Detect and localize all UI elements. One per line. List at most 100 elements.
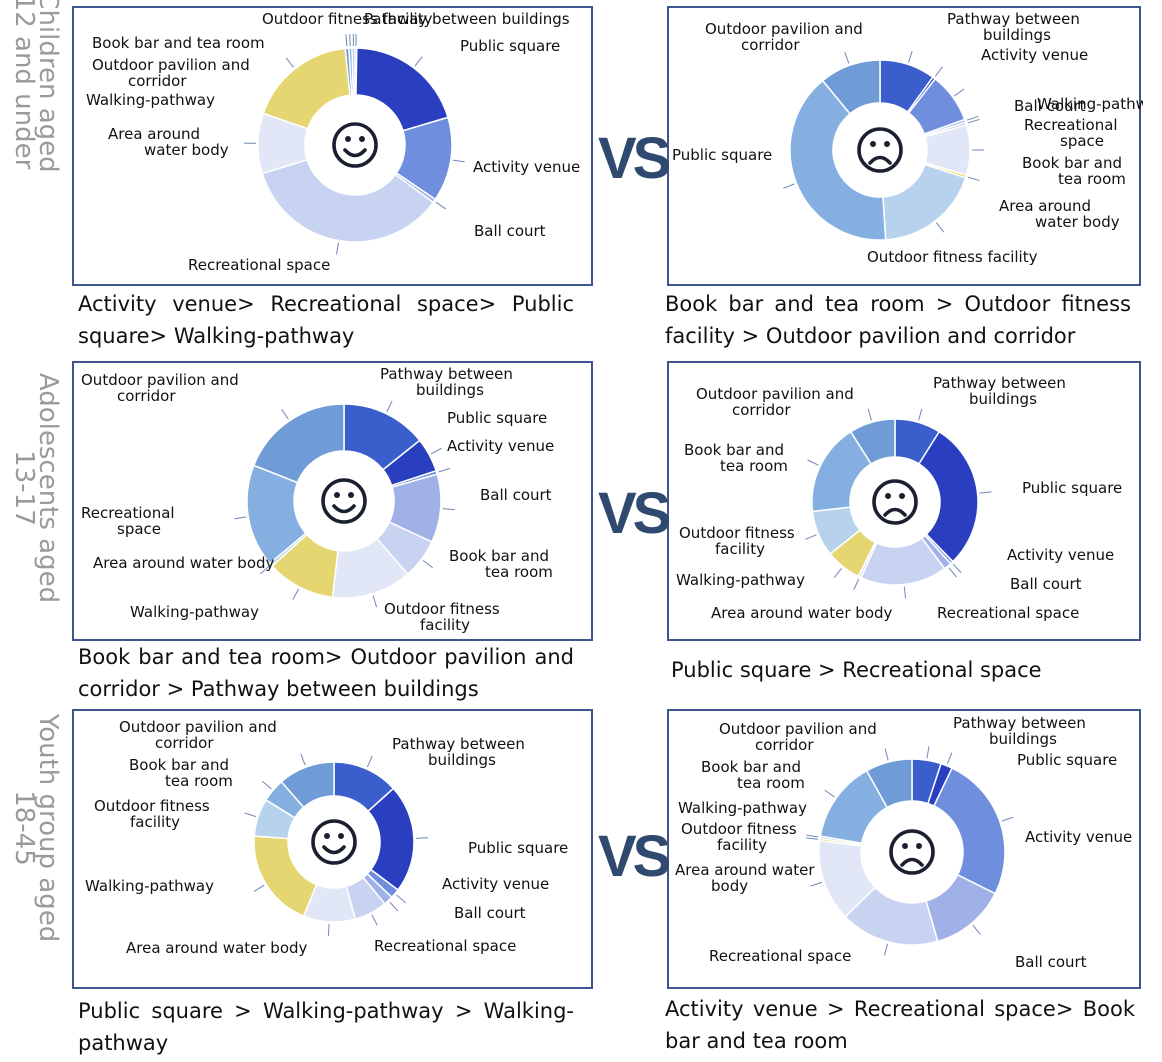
leader-line-area-around-water-body — [327, 923, 330, 936]
slice-label-ball-court: Ball court — [454, 904, 526, 922]
slice-label-outdoor-pavilion-and-corridor: Outdoor pavilion and corridor — [719, 720, 877, 754]
leader-line-walking-pathway — [285, 57, 294, 68]
leader-line-ball-court — [435, 201, 447, 210]
slice-label-walking-pathway: Walking-pathway — [85, 877, 214, 895]
leader-line-pathway-between-buildings — [926, 746, 930, 759]
leader-line-walking-pathway — [805, 837, 818, 840]
leader-line-public-square — [414, 56, 423, 67]
leader-line-book-bar-and-tea-room — [234, 516, 247, 520]
slice-label-activity-venue: Activity venue — [981, 46, 1088, 64]
donut-hole — [295, 452, 393, 550]
donut-hole — [851, 458, 939, 546]
pie-slice-book-bar-and-tea-room — [789, 79, 887, 241]
slice-label-ball-court: Ball court — [474, 222, 546, 240]
leader-line-public-square — [979, 491, 992, 494]
leader-line-area-around-water-body — [810, 881, 823, 887]
slice-label-outdoor-pavilion-and-corridor: Outdoor pavilion and corridor — [119, 718, 277, 752]
vs-label-children: VS — [598, 126, 671, 191]
row-label-youth: Youth group aged 18-45 — [9, 713, 63, 943]
leader-line-ball-court — [389, 901, 399, 912]
leader-line-ball-court — [966, 115, 979, 121]
slice-label-area-around-water-body: Area around water body — [675, 861, 815, 895]
slice-label-public-square: Public square — [1022, 479, 1122, 497]
chart-panel-youth-negative: Outdoor pavilion and corridor Pathway betw… — [667, 709, 1141, 989]
slice-label-book-bar-and-tea-room: Book bar and tea room — [92, 34, 265, 52]
slice-label-recreational-space: Recreational space — [937, 604, 1079, 622]
smiley-face-icon — [321, 478, 367, 524]
leader-line-recreational-space — [967, 118, 980, 124]
slice-label-walking-pathway: Walking-pathway — [1037, 95, 1143, 113]
slice-label-ball-court: Ball court — [1010, 575, 1082, 593]
leader-line-book-bar-and-tea-room — [349, 34, 351, 47]
frowning-face-icon — [872, 479, 918, 525]
slice-label-book-bar-and-tea-room: Book bar and tea room — [1022, 154, 1126, 188]
slice-label-outdoor-fitness-facility: Outdoor fitness facility — [94, 797, 210, 831]
slice-label-pathway-between-buildings: Pathway between buildings — [380, 365, 513, 399]
slice-label-public-square: Public square — [468, 839, 568, 857]
leader-line-activity-venue — [954, 88, 965, 97]
vs-label-youth: VS — [598, 824, 671, 889]
leader-line-activity-venue — [396, 894, 407, 904]
slice-label-public-square: Public square — [1017, 751, 1117, 769]
leader-line-public-square — [934, 66, 943, 77]
leader-line-pathway-between-buildings — [366, 755, 373, 768]
leader-line-recreational-space — [883, 943, 888, 956]
slice-label-outdoor-fitness-facility: Outdoor fitness facility — [679, 524, 795, 558]
slice-label-activity-venue: Activity venue — [447, 437, 554, 455]
chart-panel-children-positive: Outdoor fitness facility Pathway between … — [72, 6, 593, 286]
caption-adolescents-negative: Public square > Recreational space — [671, 658, 1042, 682]
leader-line-outdoor-pavilion-and-corridor — [281, 408, 289, 420]
slice-label-book-bar-and-tea-room: Book bar and tea room — [449, 547, 553, 581]
leader-line-recreational-space — [371, 914, 378, 926]
slice-label-outdoor-pavilion-and-corridor: Outdoor pavilion and corridor — [92, 56, 250, 90]
row-label-adolescents: Adolescents aged 13-17 — [9, 372, 63, 604]
slice-label-walking-pathway: Walking-pathway — [678, 799, 807, 817]
leader-line-outdoor-fitness-facility — [244, 812, 257, 818]
pie-slice-outdoor-pavilion-and-corridor — [252, 403, 345, 484]
vs-label-adolescents: VS — [598, 481, 671, 546]
leader-line-walking-pathway — [253, 884, 265, 892]
slice-label-area-around-water-body: Area around water body — [93, 554, 275, 572]
slice-label-pathway-between-buildings: Pathway between buildings — [392, 735, 525, 769]
leader-line-outdoor-fitness-facility — [806, 834, 819, 838]
donut-hole — [862, 802, 962, 902]
slice-label-activity-venue: Activity venue — [1007, 546, 1114, 564]
leader-line-public-square — [415, 837, 428, 839]
slice-label-recreational-space: Recreational space — [374, 937, 516, 955]
slice-label-pathway-between-buildings: Pathway between buildings — [953, 714, 1086, 748]
leader-line-pathway-between-buildings — [907, 50, 913, 63]
leader-line-public-square — [430, 447, 442, 455]
slice-label-public-square: Public square — [460, 37, 560, 55]
pie-slice-outdoor-pavilion-and-corridor — [865, 758, 913, 809]
frowning-face-icon — [857, 127, 903, 173]
smiley-face-icon — [332, 122, 378, 168]
caption-adolescents-positive: Book bar and tea room> Outdoor pavilion … — [78, 645, 574, 701]
leader-line-outdoor-fitness-facility — [259, 565, 270, 575]
leader-line-book-bar-and-tea-room — [783, 183, 795, 189]
slice-label-outdoor-fitness-facility: Outdoor fitness facility — [867, 248, 1038, 266]
leader-line-book-bar-and-tea-room — [824, 789, 835, 798]
donut-hole — [834, 104, 926, 196]
pie-slice-outdoor-pavilion-and-corridor — [849, 418, 896, 465]
smiley-face-icon — [311, 819, 357, 865]
pie-slice-public-square — [917, 430, 979, 563]
leader-line-walking-pathway — [967, 176, 980, 182]
slice-label-ball-court: Ball court — [1014, 97, 1086, 115]
slice-label-activity-venue: Activity venue — [473, 158, 580, 176]
leader-line-public-square — [946, 752, 953, 765]
leader-line-outdoor-fitness-facility — [805, 534, 817, 540]
slice-label-recreational-space: Recreational space — [709, 947, 851, 965]
leader-line-outdoor-pavilion-and-corridor — [867, 408, 872, 421]
leader-line-activity-venue — [438, 467, 451, 473]
slice-label-area-around-water-body: Area around water body — [711, 604, 893, 622]
leader-line-outdoor-pavilion-and-corridor — [884, 748, 889, 761]
pie-slice-recreational-space — [261, 158, 435, 243]
slice-label-pathway-between-buildings: Pathway between buildings — [933, 374, 1066, 408]
slice-label-outdoor-pavilion-and-corridor: Outdoor pavilion and corridor — [81, 371, 239, 405]
leader-line-activity-venue — [1001, 816, 1014, 822]
slice-label-outdoor-pavilion-and-corridor: Outdoor pavilion and corridor — [705, 20, 863, 54]
slice-label-area-around-water-body: Area around water body — [126, 939, 308, 957]
pie-slice-outdoor-fitness-facility — [351, 47, 356, 96]
caption-children-positive: Activity venue> Recreational space> Publ… — [78, 292, 574, 348]
slice-label-walking-pathway: Walking-pathway — [86, 91, 215, 109]
